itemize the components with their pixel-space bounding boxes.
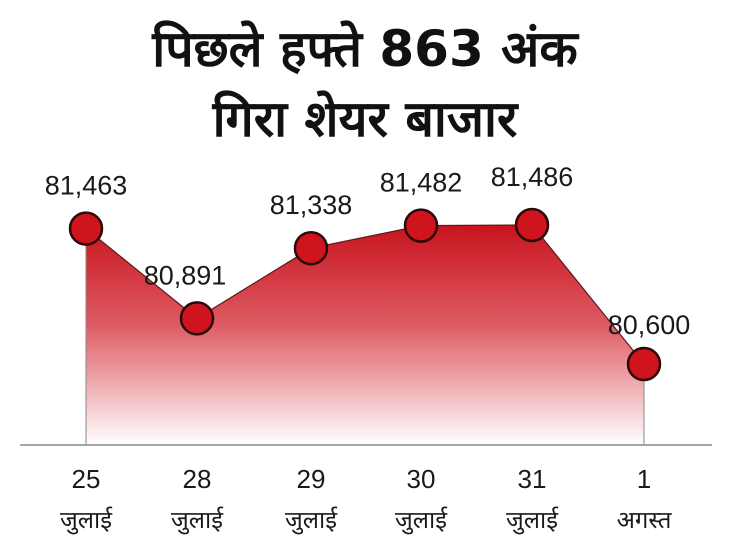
x-tick-day: 29 — [297, 464, 326, 494]
x-tick-day: 31 — [518, 464, 547, 494]
data-point-marker — [403, 208, 439, 243]
data-label: 80,891 — [144, 260, 227, 290]
data-point-marker — [293, 230, 329, 266]
series-line — [85, 224, 645, 365]
x-tick-month: जुलाई — [506, 506, 559, 535]
area-fill — [86, 225, 644, 445]
x-tick-month: अगस्त — [617, 506, 673, 534]
x-tick-month: जुलाई — [171, 506, 224, 535]
data-label: 80,600 — [608, 310, 691, 340]
x-tick-month: जुलाई — [285, 506, 338, 535]
data-point-marker — [514, 207, 550, 243]
data-point-marker — [179, 301, 215, 336]
x-tick-day: 30 — [407, 464, 436, 494]
data-point-marker — [68, 211, 104, 246]
x-tick-day: 25 — [72, 464, 101, 494]
data-label: 81,463 — [45, 171, 128, 201]
x-tick-month: जुलाई — [395, 506, 448, 535]
chart-title-line-1: पिछले हफ्ते 863 अंक — [152, 20, 578, 78]
chart-title-line-2: गिरा शेयर बाजार — [212, 90, 518, 148]
data-label: 81,338 — [270, 190, 353, 220]
x-tick-day: 28 — [183, 464, 212, 494]
x-tick-day: 1 — [637, 464, 651, 494]
data-label: 81,486 — [491, 162, 574, 192]
data-point-marker — [626, 346, 662, 382]
x-tick-month: जुलाई — [60, 506, 113, 535]
data-label: 81,482 — [380, 168, 463, 198]
